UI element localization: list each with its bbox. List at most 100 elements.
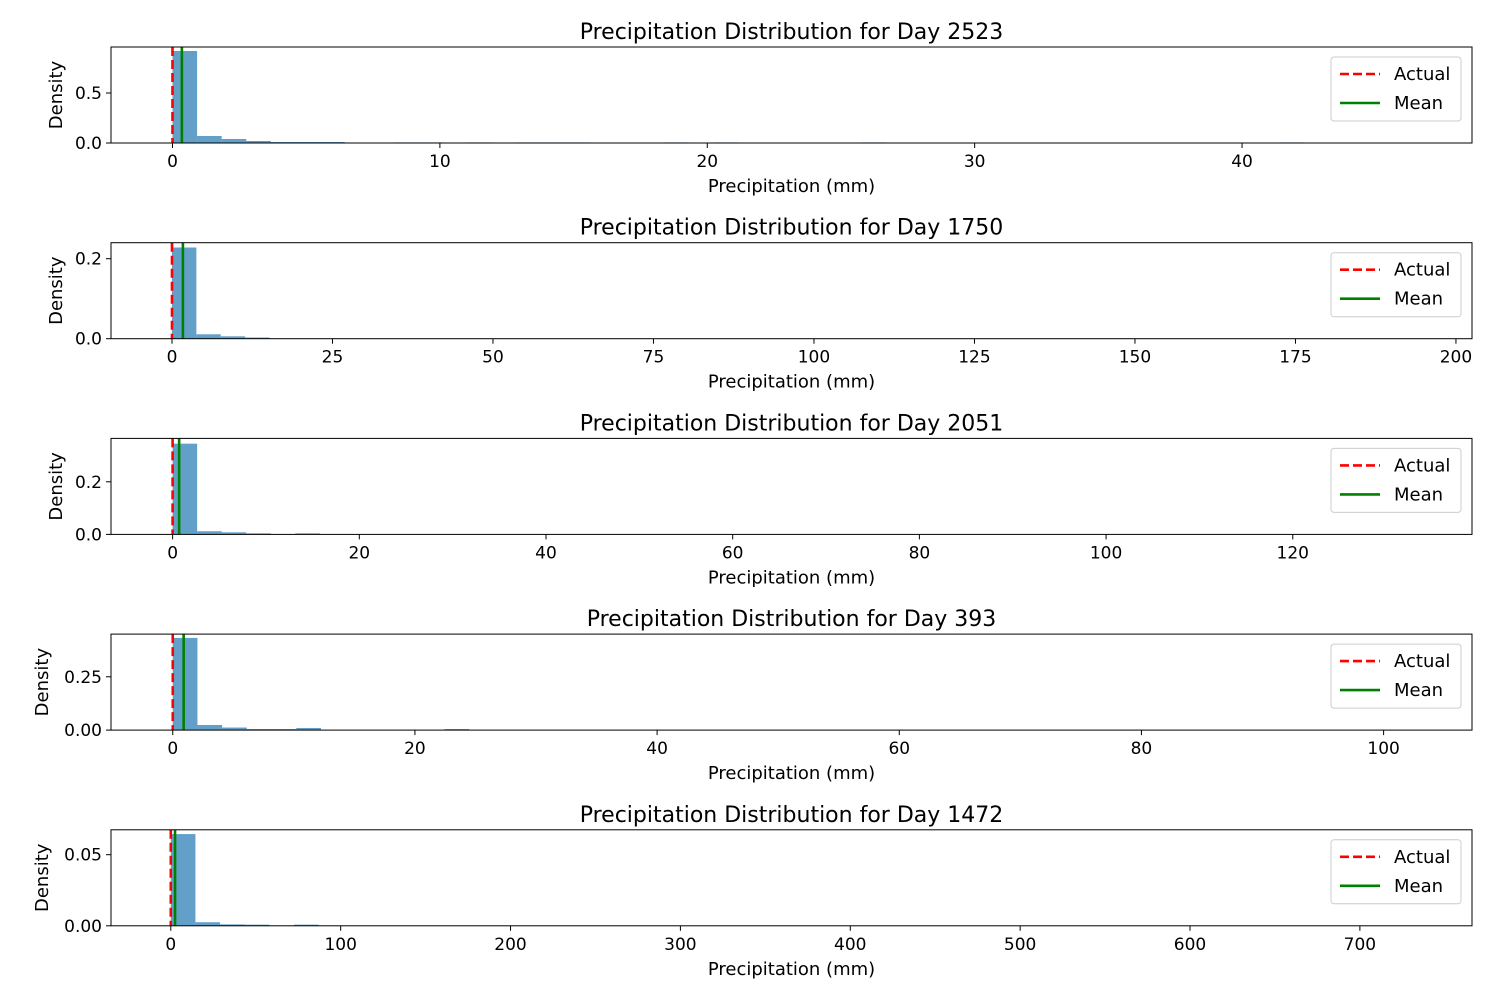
legend: Actual Mean [1330,447,1462,513]
histogram-bar [197,136,222,143]
x-tick-label: 80 [1131,739,1153,759]
y-axis-label: Density [46,452,67,521]
histogram-bars [171,247,270,339]
x-tick-label: 20 [696,152,718,172]
histogram-bar [444,729,470,731]
x-tick-label: 300 [664,935,696,955]
subplot-2: 0 25 50 75 100 125 150 175 200 0.0 0.2 Precipitatio… [46,216,1473,393]
histogram-bar [271,729,297,731]
y-axis-label: Density [46,60,67,129]
x-tick-label: 125 [958,348,990,368]
y-tick-label: 0.05 [64,846,102,866]
y-axis-label: Density [32,843,53,912]
legend-box [1330,447,1462,513]
y-tick-label: 0.2 [75,473,102,493]
histogram-bar [246,729,272,731]
histogram-bars [172,443,320,535]
x-tick-label: 20 [404,739,426,759]
histogram-bar [172,51,198,143]
legend-actual-label: Actual [1394,455,1450,476]
x-tick-label: 0 [167,152,178,172]
chart-title: Precipitation Distribution for Day 2523 [580,20,1004,45]
legend-mean-label: Mean [1394,876,1443,897]
legend: Actual Mean [1330,56,1462,122]
legend-mean-label: Mean [1394,93,1443,114]
y-tick-label: 0.25 [64,668,102,688]
x-tick-label: 0 [167,348,178,368]
histogram-bar [222,727,247,731]
histogram-bar [246,533,271,535]
chart-title: Precipitation Distribution for Day 393 [587,607,997,632]
axes-frame [110,242,1473,340]
y-tick-label: 0.0 [75,330,102,350]
x-tick-label: 30 [964,152,986,172]
histogram-bar [296,727,321,731]
legend-actual-label: Actual [1394,651,1450,672]
x-tick-label: 25 [322,348,344,368]
legend-actual-label: Actual [1394,847,1450,868]
legend-mean-label: Mean [1394,680,1443,701]
axes-frame [110,633,1473,731]
x-tick-label: 100 [798,348,830,368]
x-axis-label: Precipitation (mm) [708,959,875,980]
legend-box [1330,252,1462,318]
subplot-3: 0 20 40 60 80 100 120 0.0 0.2 Precipitation Distr… [46,411,1473,588]
x-tick-label: 0 [167,543,178,563]
axes-frame [110,829,1473,927]
histogram-bar [197,531,222,535]
histogram-bar [221,532,247,535]
x-axis-label: Precipitation (mm) [708,176,875,197]
histogram-bar [172,637,198,731]
histogram-bar [246,141,271,143]
x-tick-label: 0 [167,739,178,759]
histogram-bar [295,533,320,535]
x-tick-label: 100 [1090,543,1122,563]
x-tick-label: 400 [834,935,866,955]
histogram-bars [172,637,470,731]
histogram-bar [195,922,221,926]
x-tick-label: 0 [165,935,176,955]
histogram-bar [244,924,270,926]
x-tick-label: 10 [429,152,451,172]
y-tick-label: 0.0 [75,525,102,545]
x-tick-label: 100 [324,935,356,955]
subplot-5: 0 100 200 300 400 500 600 700 0.00 0.05 Precipitat… [32,803,1473,980]
subplot-4: 0 20 40 60 80 100 0.00 0.25 Precipitation Distri… [32,607,1473,784]
x-tick-label: 600 [1174,935,1206,955]
x-tick-label: 120 [1277,543,1309,563]
y-tick-label: 0.00 [64,721,102,741]
y-axis-label: Density [46,256,67,325]
x-tick-label: 20 [348,543,370,563]
histogram-bar [220,924,245,926]
legend-mean-label: Mean [1394,289,1443,310]
legend: Actual Mean [1330,252,1462,318]
x-tick-label: 200 [1440,348,1472,368]
histogram-bar [196,334,221,339]
histogram-bar [293,924,319,926]
x-tick-label: 150 [1119,348,1151,368]
legend-actual-label: Actual [1394,260,1450,281]
x-tick-label: 60 [722,543,744,563]
histogram-bars [170,834,319,926]
x-tick-label: 75 [643,348,665,368]
x-tick-label: 40 [646,739,668,759]
legend-box [1330,56,1462,122]
x-tick-label: 60 [888,739,910,759]
chart-title: Precipitation Distribution for Day 1750 [580,216,1004,241]
y-tick-label: 0.2 [75,250,102,270]
histogram-bar [221,139,247,143]
chart-title: Precipitation Distribution for Day 1472 [580,803,1004,828]
x-axis-label: Precipitation (mm) [708,567,875,588]
legend: Actual Mean [1330,839,1462,905]
x-axis-label: Precipitation (mm) [708,763,875,784]
x-tick-label: 200 [494,935,526,955]
histogram-bars [172,51,1305,143]
legend-actual-label: Actual [1394,64,1450,85]
subplot-1: 0 10 20 30 40 0.0 0.5 Precipitation Distributio… [46,20,1473,197]
y-tick-label: 0.0 [75,134,102,154]
axes-frame [110,46,1473,144]
y-tick-label: 0.5 [75,84,102,104]
legend-mean-label: Mean [1394,484,1443,505]
x-tick-label: 100 [1367,739,1399,759]
